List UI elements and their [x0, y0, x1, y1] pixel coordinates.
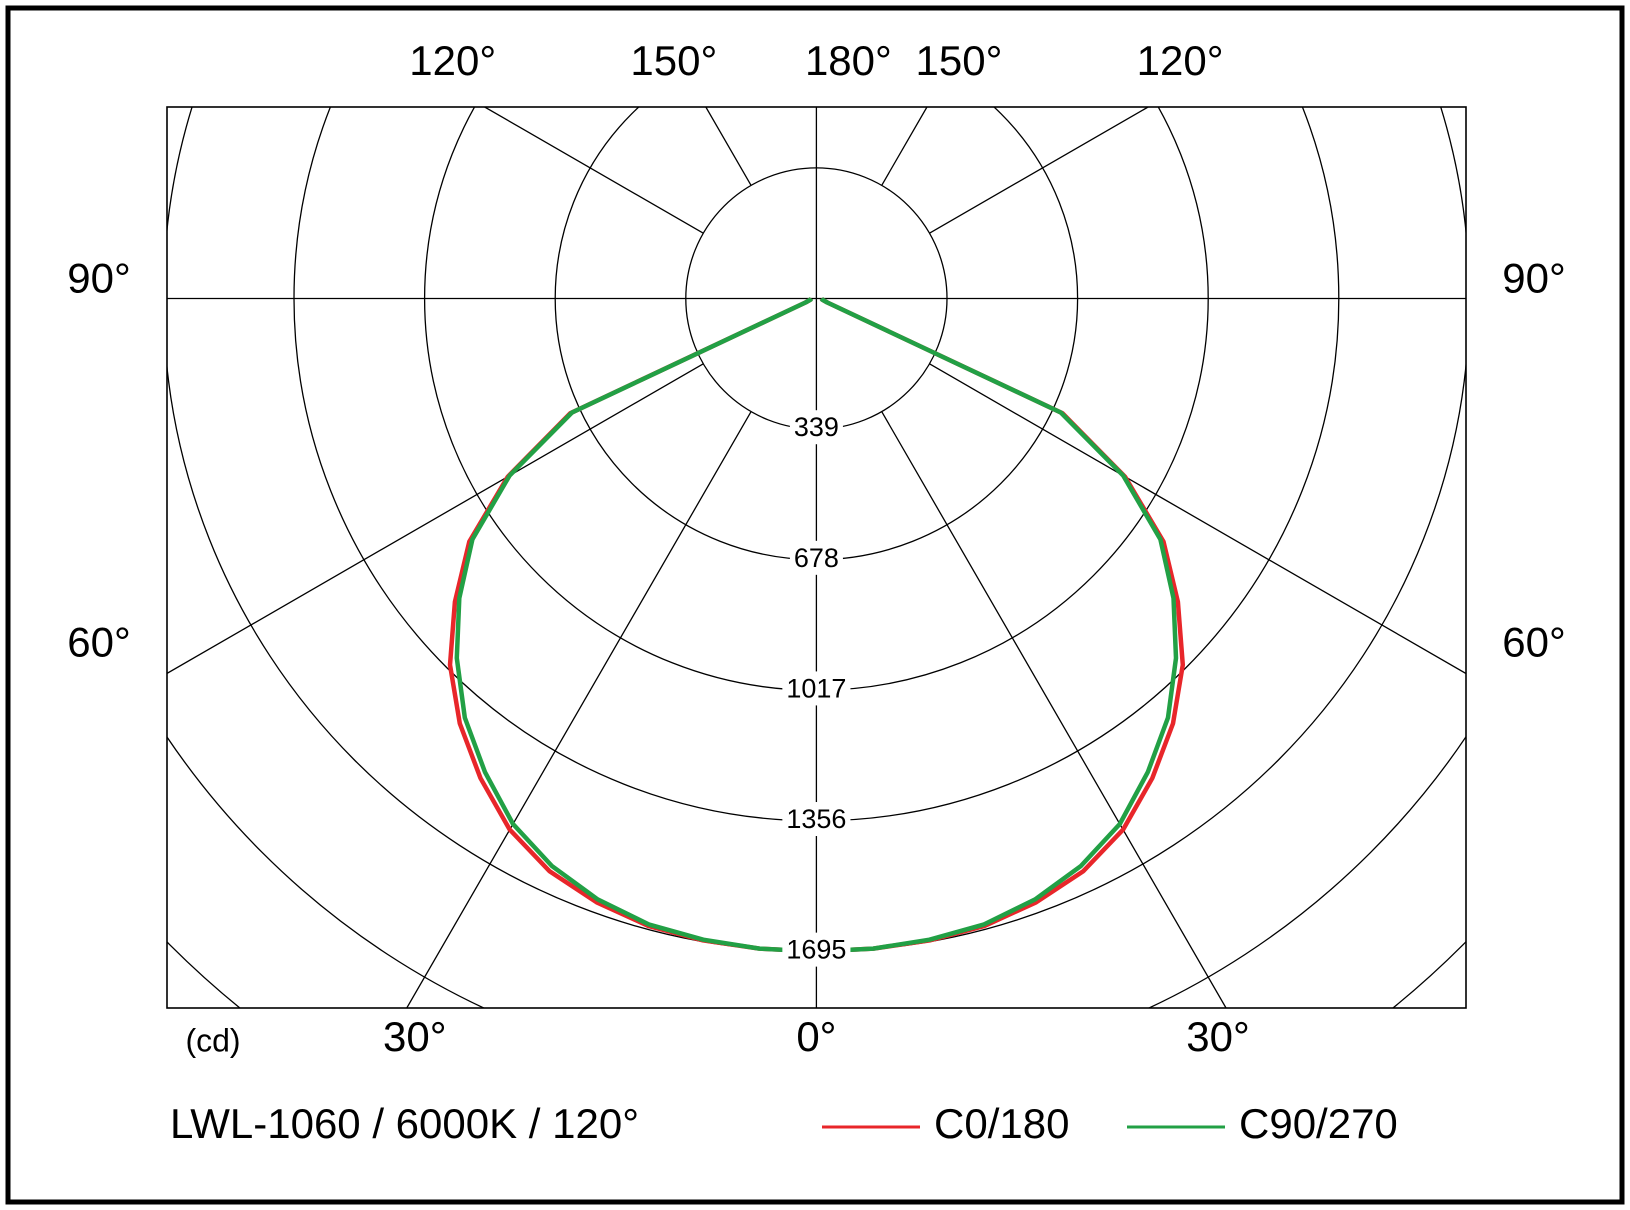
intensity-curve: [454, 296, 817, 954]
angle-label: 30°: [1186, 1013, 1250, 1060]
legend-label: C90/270: [1239, 1100, 1398, 1147]
label-bg: [789, 410, 843, 445]
angle-label: 60°: [67, 619, 131, 666]
outer-border: [5, 5, 1625, 1205]
label-bg: [782, 802, 851, 837]
labels: 0° 30° 30° 60° 60° 90° 90° 120° 120° 150° 150° 180°…: [67, 37, 1566, 1060]
angle-ray: [881, 107, 928, 186]
label-bg: [782, 671, 851, 706]
chart-title: LWL-1060 / 6000K / 120°: [170, 1100, 639, 1147]
label-bg: [782, 932, 851, 967]
angle-ray: [484, 107, 704, 234]
angle-label: 150°: [916, 37, 1003, 84]
angle-ray: [929, 107, 1149, 234]
angle-label: 90°: [1502, 255, 1566, 302]
plot-frame: [166, 106, 1467, 1009]
legend: C0/180 C90/270: [822, 1100, 1398, 1147]
angle-ray: [929, 363, 1466, 675]
label-bg: [789, 540, 843, 575]
radial-tick-label: 678: [794, 543, 839, 573]
angle-ray: [881, 411, 1227, 1008]
angle-label: 120°: [409, 37, 496, 84]
radial-tick-label: 339: [794, 412, 839, 442]
unit-label: (cd): [185, 1022, 240, 1058]
angle-label: 60°: [1502, 619, 1566, 666]
radial-tick-label: 1695: [786, 935, 846, 965]
angle-ray: [705, 107, 752, 186]
angle-label: 90°: [67, 255, 131, 302]
angle-ray: [167, 363, 704, 674]
angle-label: 30°: [383, 1013, 447, 1060]
intensity-curve: [816, 296, 1179, 954]
radial-tick-label: 1017: [786, 673, 846, 703]
angle-label: 0°: [796, 1013, 836, 1060]
legend-label: C0/180: [934, 1100, 1069, 1147]
radial-tick-label: 1356: [786, 804, 846, 834]
angle-label: 150°: [630, 37, 717, 84]
angle-ray: [406, 411, 752, 1008]
angle-label: 120°: [1137, 37, 1224, 84]
angle-label: 180°: [805, 37, 892, 84]
